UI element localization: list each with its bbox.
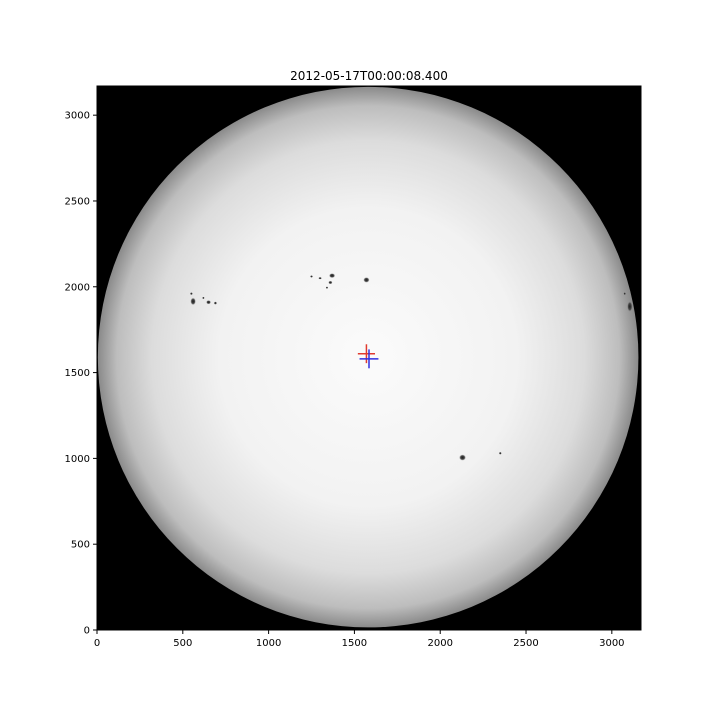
sunspot-7	[318, 277, 322, 280]
x-tick-label: 3000	[599, 638, 624, 649]
x-tick-label: 1000	[256, 638, 281, 649]
sunspot-1	[190, 292, 193, 296]
x-axis: 0 500 1000 1500 2000 2500 3000	[94, 630, 625, 649]
x-tick-label: 1500	[342, 638, 367, 649]
y-tick-label: 0	[84, 626, 90, 637]
sunspot-9	[325, 286, 329, 289]
sunspot-6	[328, 280, 333, 285]
axes-area: 0 500 1000 1500 2000 2500 3000 0 500 1000 1500 200…	[65, 85, 642, 649]
sunspot-0	[190, 297, 196, 306]
sunspot-10	[363, 277, 370, 283]
solar-image	[97, 86, 639, 628]
y-tick-label: 2500	[65, 196, 90, 207]
red-crosshair	[357, 344, 376, 364]
sunspot-4	[202, 296, 205, 300]
y-axis: 0 500 1000 1500 2000 2500 3000	[65, 111, 97, 637]
sunspot-12	[498, 451, 502, 455]
y-tick-label: 1000	[65, 454, 90, 465]
plot-title: 2012-05-17T00:00:08.400	[290, 69, 448, 83]
x-tick-label: 0	[94, 638, 100, 649]
y-tick-label: 1500	[65, 368, 90, 379]
solar-disk	[97, 86, 639, 628]
center-markers	[357, 344, 379, 369]
blue-crosshair	[359, 349, 379, 369]
axes-frame	[96, 85, 642, 631]
sunspot-8	[310, 275, 313, 278]
y-tick-label: 500	[71, 540, 90, 551]
sunspot-14	[623, 292, 626, 296]
sunspot-5	[329, 273, 336, 279]
x-tick-label: 500	[173, 638, 192, 649]
y-tick-label: 3000	[65, 111, 90, 122]
sunspots	[190, 273, 633, 461]
sunspot-13	[627, 301, 633, 313]
sunspot-3	[213, 301, 217, 305]
x-tick-label: 2000	[427, 638, 452, 649]
x-tick-label: 2500	[513, 638, 538, 649]
y-tick-label: 2000	[65, 282, 90, 293]
sunspot-11	[459, 454, 466, 461]
sunspot-2	[206, 300, 211, 305]
